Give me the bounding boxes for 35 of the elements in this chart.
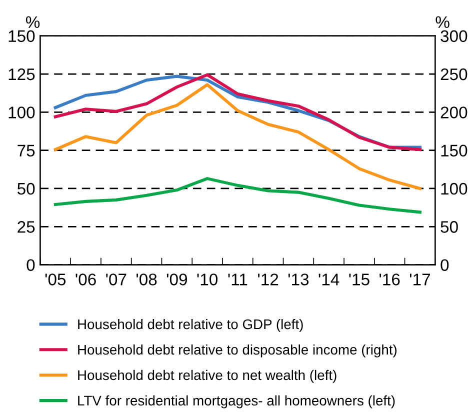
y2-tick-label: 0 (440, 259, 449, 271)
x-tick-label: '15 (349, 274, 370, 286)
x-tick-label: '14 (318, 274, 340, 286)
x-tick-label: '16 (380, 274, 400, 286)
y2-tick-label: 50 (440, 221, 458, 233)
line-series (54, 177, 422, 214)
y2-tick-label: 150 (441, 144, 468, 157)
y2-tick-label: 200 (440, 106, 468, 118)
x-tick-label: '13 (288, 274, 309, 286)
y-tick-label: 100 (8, 106, 35, 118)
x-tick-label: '05 (45, 274, 66, 286)
legend-label: Household debt relative to net wealth (left) (78, 370, 336, 383)
x-tick-label: '09 (166, 274, 187, 286)
y-tick-label: 25 (18, 221, 35, 233)
x-tick-label: '17 (410, 274, 430, 286)
legend-label: LTV for residential mortgages- all homeowners (left) (78, 395, 395, 408)
x-tick-label: '12 (258, 274, 278, 286)
y-tick-label: 0 (26, 259, 35, 271)
x-tick-label: '06 (76, 274, 96, 286)
y-tick-label: 50 (17, 182, 35, 195)
x-tick-label: '07 (106, 274, 126, 286)
y2-tick-label: 300 (440, 30, 468, 42)
legend-label: Household debt relative to disposable income (right) (78, 344, 397, 358)
legend-label: Household debt relative to GDP (left) (78, 318, 303, 332)
x-tick-label: '11 (228, 274, 248, 286)
y-tick-label: 125 (8, 68, 35, 80)
y2-axis-title: % (436, 16, 450, 28)
y-axis-title: % (26, 16, 40, 28)
x-tick-label: '08 (136, 274, 157, 286)
y-tick-label: 75 (18, 144, 35, 157)
y2-tick-label: 250 (440, 68, 468, 80)
y2-tick-label: 100 (441, 182, 468, 195)
line-series (54, 83, 422, 190)
y-tick-label: 150 (8, 30, 35, 42)
x-tick-label: '10 (197, 274, 218, 286)
